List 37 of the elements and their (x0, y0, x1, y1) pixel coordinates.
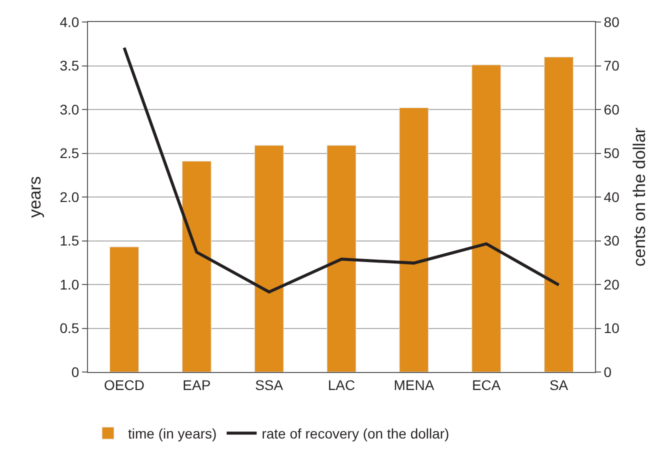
y-axis-title: years (25, 176, 44, 218)
y2-tick-label: 50 (604, 145, 620, 162)
x-tick-label: MENA (394, 376, 435, 393)
y-tick-label: 1.0 (60, 276, 80, 292)
y2-tick-label: 60 (604, 101, 620, 118)
y2-tick-label: 40 (604, 188, 620, 205)
x-tick-label: LAC (328, 376, 356, 393)
bar (399, 108, 429, 372)
y2-tick-label: 0 (604, 364, 612, 380)
legend-label: time (in years) (128, 426, 217, 442)
line-series (122, 46, 560, 294)
x-tick-label: SA (549, 376, 569, 393)
y2-tick-label: 30 (604, 232, 620, 249)
y2-tick-label: 20 (604, 276, 620, 292)
bar (544, 56, 574, 372)
x-tick-label: EAP (182, 376, 211, 393)
bar (109, 246, 139, 372)
y-tick-label: 4.0 (60, 14, 80, 30)
y-tick-label: 0 (71, 364, 80, 380)
x-tick-label: ECA (472, 376, 502, 393)
legend-label: rate of recovery (on the dollar) (262, 426, 450, 442)
y2-tick-label: 70 (604, 58, 620, 74)
y-tick-label: 0.5 (60, 320, 80, 336)
y2-tick-label: 10 (604, 320, 620, 336)
y-tick-label: 3.0 (60, 101, 80, 118)
x-tick-label: OECD (104, 376, 144, 393)
y2-axis-title: cents on the dollar (630, 127, 649, 266)
y-tick-label: 1.5 (60, 232, 80, 249)
y-tick-label: 3.5 (60, 58, 80, 74)
bar (254, 145, 284, 372)
bar (472, 64, 502, 372)
y-tick-label: 2.5 (60, 145, 80, 162)
y2-tick-label: 80 (604, 14, 620, 30)
bar (182, 160, 212, 372)
x-tick-label: SSA (255, 376, 284, 393)
y-tick-label: 2.0 (60, 188, 80, 205)
bar (326, 145, 356, 372)
